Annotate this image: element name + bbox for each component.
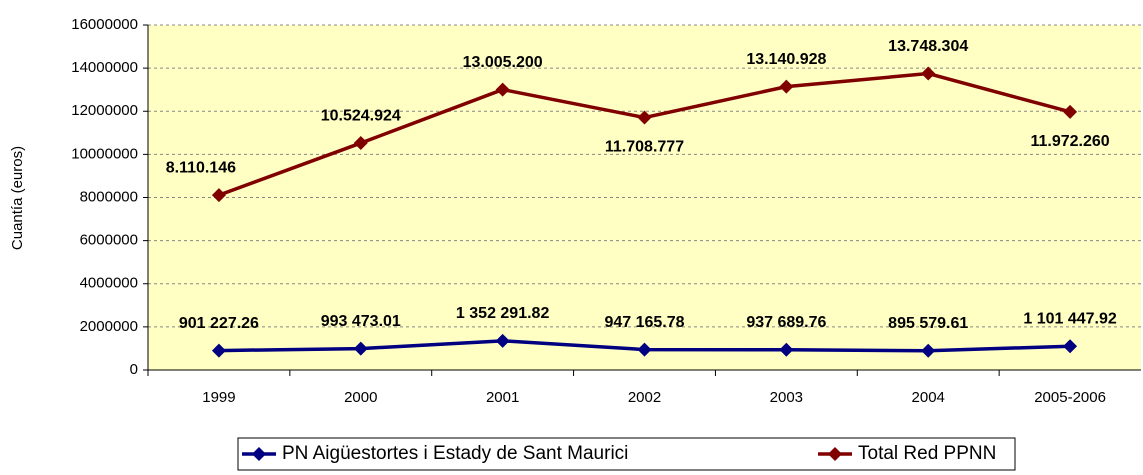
y-tick-label: 6000000 bbox=[80, 232, 138, 249]
x-tick-label: 2005-2006 bbox=[1034, 389, 1106, 406]
x-tick-label: 2001 bbox=[486, 389, 519, 406]
y-tick-label: 12000000 bbox=[71, 102, 138, 119]
y-tick-label: 4000000 bbox=[80, 275, 138, 292]
y-tick-label: 14000000 bbox=[71, 59, 138, 76]
value-label: 13.140.928 bbox=[746, 51, 826, 68]
value-label: 11.972.260 bbox=[1030, 133, 1109, 150]
marker bbox=[1063, 104, 1078, 119]
marker bbox=[921, 343, 936, 358]
y-tick-label: 16000000 bbox=[71, 16, 138, 33]
value-label: 895 579.61 bbox=[888, 315, 968, 332]
value-label: 993 473.01 bbox=[321, 313, 401, 330]
legend-marker bbox=[252, 447, 266, 461]
legend-label: PN Aigüestortes i Estady de Sant Maurici bbox=[282, 443, 628, 464]
marker bbox=[211, 188, 226, 203]
plot-area bbox=[148, 25, 1141, 370]
legend bbox=[237, 437, 1016, 471]
marker bbox=[779, 79, 794, 94]
value-label: 8.110.146 bbox=[166, 159, 236, 176]
legend-label: Total Red PPNN bbox=[858, 443, 996, 464]
x-tick-label: 2004 bbox=[912, 389, 945, 406]
value-label: 1 352 291.82 bbox=[456, 305, 550, 322]
y-tick-label: 10000000 bbox=[71, 145, 138, 162]
x-tick-label: 2000 bbox=[344, 389, 377, 406]
marker bbox=[1063, 339, 1078, 354]
value-label: 937 689.76 bbox=[746, 314, 826, 331]
marker bbox=[353, 341, 368, 356]
y-tick-label: 2000000 bbox=[80, 318, 138, 335]
x-tick-label: 1999 bbox=[202, 389, 235, 406]
value-label: 11.708.777 bbox=[605, 139, 684, 156]
x-tick-label: 2002 bbox=[628, 389, 661, 406]
marker bbox=[211, 343, 226, 358]
legend-marker bbox=[828, 447, 842, 461]
y-axis-title: Cuantía (euros) bbox=[9, 146, 26, 250]
marker bbox=[637, 110, 652, 125]
value-label: 947 165.78 bbox=[604, 314, 684, 331]
marker bbox=[637, 342, 652, 357]
marker bbox=[353, 136, 368, 151]
value-label: 10.524.924 bbox=[321, 107, 401, 124]
marker bbox=[495, 333, 510, 348]
value-label: 901 227.26 bbox=[179, 315, 259, 332]
value-label: 13.005.200 bbox=[463, 54, 543, 71]
y-tick-label: 8000000 bbox=[80, 188, 138, 205]
y-tick-label: 0 bbox=[130, 361, 138, 378]
value-label: 1 101 447.92 bbox=[1023, 310, 1117, 327]
value-label: 13.748.304 bbox=[888, 38, 968, 55]
marker bbox=[779, 342, 794, 357]
marker bbox=[921, 66, 936, 81]
x-tick-label: 2003 bbox=[770, 389, 803, 406]
marker bbox=[495, 82, 510, 97]
